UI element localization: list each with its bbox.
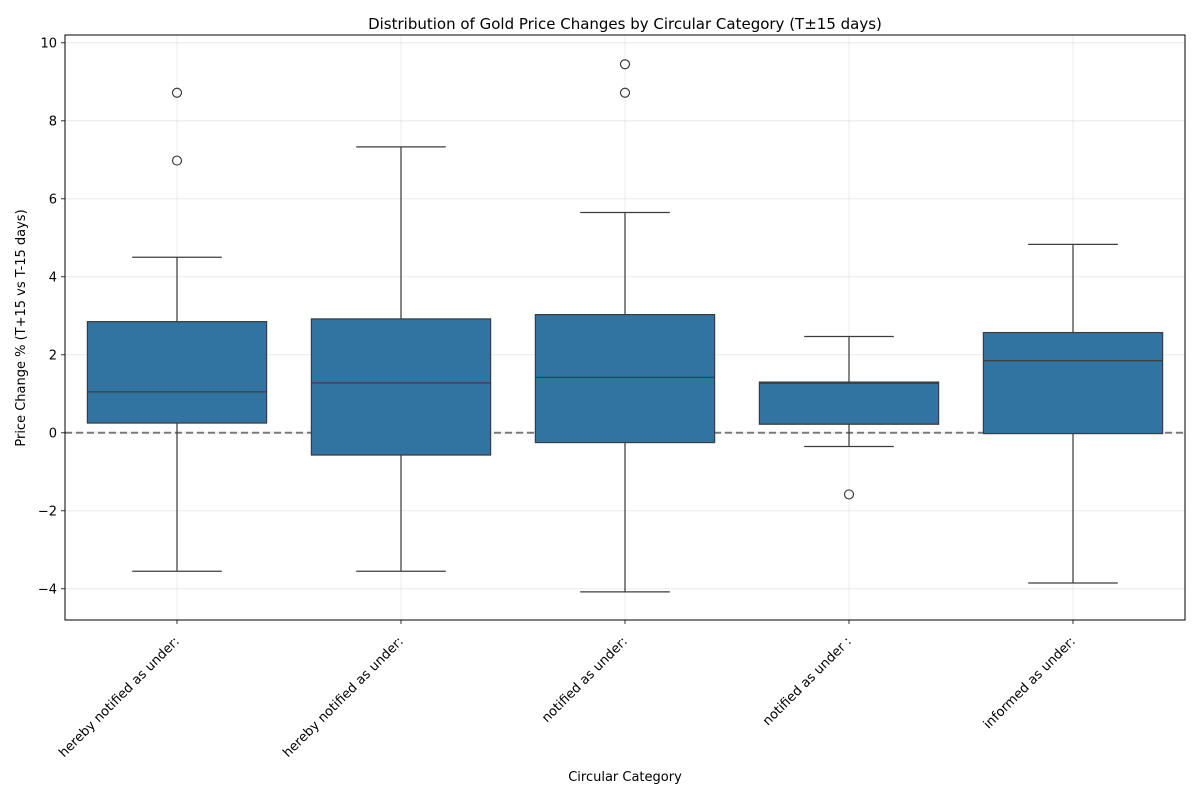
y-tick-label: −2 — [38, 504, 57, 519]
x-axis-ticks: hereby notified as under: hereby notified… — [56, 620, 1079, 761]
y-tick-label: 2 — [49, 348, 57, 363]
x-tick-label: informed as under: — [981, 634, 1079, 732]
y-tick-label: 4 — [49, 270, 57, 285]
x-tick-label: notified as under: — [539, 634, 631, 726]
y-tick-label: −4 — [38, 582, 57, 597]
x-tick-label: hereby notified as under: — [56, 634, 183, 761]
y-axis-label: Price Change % (T+15 vs T-15 days) — [14, 209, 29, 446]
x-tick-label: hereby notified as under: — [280, 634, 407, 761]
box-iqr — [982, 331, 1164, 435]
outlier-point — [171, 87, 183, 98]
y-tick-label: 10 — [40, 36, 57, 51]
x-tick-label: notified as under : — [760, 634, 855, 729]
boxes — [86, 59, 1164, 593]
box-iqr — [758, 381, 940, 425]
box-iqr — [534, 314, 716, 444]
y-tick-label: 8 — [49, 114, 57, 129]
outlier-point — [619, 87, 631, 98]
chart-title: Distribution of Gold Price Changes by Ci… — [368, 15, 882, 33]
y-axis-ticks: −4 −2 0 2 4 6 8 10 — [38, 36, 65, 597]
outlier-point — [843, 489, 855, 500]
outlier-point — [619, 59, 631, 70]
y-tick-label: 0 — [49, 426, 57, 441]
y-tick-label: 6 — [49, 192, 57, 207]
outlier-point — [171, 155, 183, 166]
box-iqr — [310, 318, 492, 456]
box-iqr — [86, 321, 268, 424]
x-axis-label: Circular Category — [568, 770, 682, 785]
